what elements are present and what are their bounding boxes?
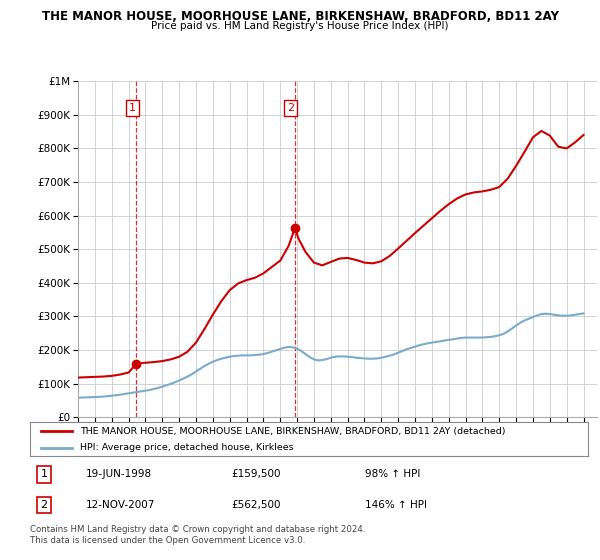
Text: 1: 1 [40,469,47,479]
Text: £159,500: £159,500 [231,469,280,479]
Text: THE MANOR HOUSE, MOORHOUSE LANE, BIRKENSHAW, BRADFORD, BD11 2AY (detached): THE MANOR HOUSE, MOORHOUSE LANE, BIRKENS… [80,427,506,436]
Text: Price paid vs. HM Land Registry's House Price Index (HPI): Price paid vs. HM Land Registry's House … [151,21,449,31]
Text: 2: 2 [287,103,294,113]
Text: 12-NOV-2007: 12-NOV-2007 [86,500,155,510]
Text: 98% ↑ HPI: 98% ↑ HPI [365,469,420,479]
Text: 2: 2 [40,500,47,510]
Text: THE MANOR HOUSE, MOORHOUSE LANE, BIRKENSHAW, BRADFORD, BD11 2AY: THE MANOR HOUSE, MOORHOUSE LANE, BIRKENS… [41,10,559,23]
Text: HPI: Average price, detached house, Kirklees: HPI: Average price, detached house, Kirk… [80,443,294,452]
Text: Contains HM Land Registry data © Crown copyright and database right 2024.
This d: Contains HM Land Registry data © Crown c… [30,525,365,545]
Text: 1: 1 [129,103,136,113]
Text: 146% ↑ HPI: 146% ↑ HPI [365,500,427,510]
Text: £562,500: £562,500 [231,500,280,510]
Text: 19-JUN-1998: 19-JUN-1998 [86,469,152,479]
